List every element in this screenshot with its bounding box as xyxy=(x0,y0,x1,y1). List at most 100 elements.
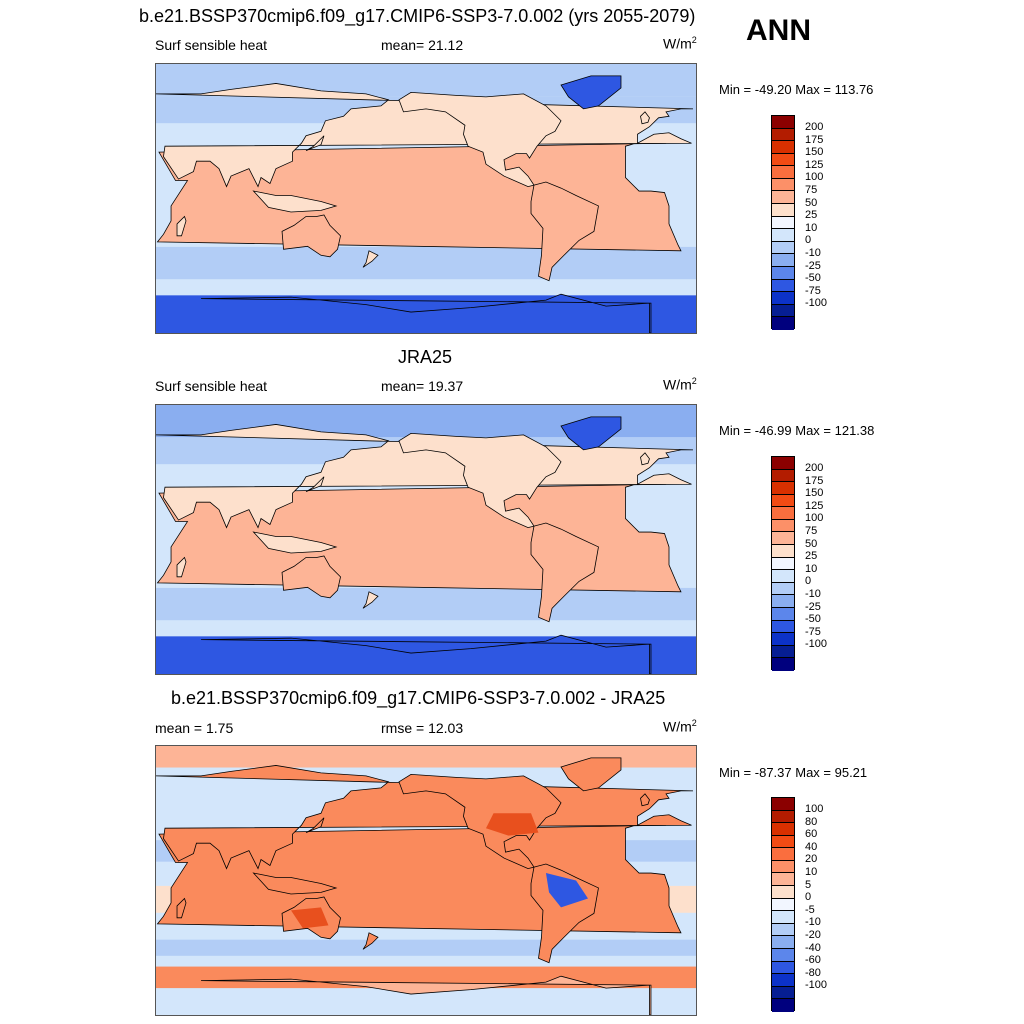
colorbar-tick-label: -100 xyxy=(805,638,828,651)
colorbar-swatch xyxy=(772,848,794,861)
colorbar-swatch xyxy=(772,999,794,1012)
colorbar-swatch xyxy=(772,519,794,533)
season-label: ANN xyxy=(746,14,811,47)
colorbar-swatch xyxy=(772,457,794,470)
uk-landmass xyxy=(640,793,650,807)
colorbar-swatch xyxy=(772,128,794,142)
japan-landmass xyxy=(305,135,325,152)
colorbar-swatch xyxy=(772,633,794,646)
nz-landmass xyxy=(362,250,379,268)
colorbar-swatch xyxy=(772,494,794,508)
uk-landmass xyxy=(640,111,650,125)
southern-ocean-band xyxy=(156,587,696,621)
panel-3-mean-label: mean = 1.75 xyxy=(155,720,234,736)
panel-2-units: W/m2 xyxy=(663,376,697,393)
colorbar-tick-label: 5 xyxy=(805,878,812,891)
greenland-landmass xyxy=(560,757,622,792)
colorbar-tick-label: -5 xyxy=(805,903,815,916)
colorbar-swatch xyxy=(772,911,794,924)
colorbar-swatch xyxy=(772,178,794,192)
colorbar-swatch xyxy=(772,798,794,811)
namerica-landmass xyxy=(398,91,562,188)
colorbar-swatch xyxy=(772,658,794,671)
colorbar-swatch xyxy=(772,582,794,596)
colorbar-swatch xyxy=(772,557,794,571)
panel-3-map xyxy=(155,745,697,1016)
colorbar-tick-label: -25 xyxy=(805,259,821,272)
colorbar-tick-label: -50 xyxy=(805,613,821,626)
colorbar-swatch xyxy=(772,936,794,949)
greenland-landmass xyxy=(560,416,622,451)
colorbar-swatch xyxy=(772,823,794,836)
colorbar-swatch xyxy=(772,153,794,167)
namerica-landmass xyxy=(398,432,562,529)
namerica-landmass xyxy=(398,773,562,870)
colorbar-tick-label: 10 xyxy=(805,866,818,879)
colorbar-swatch xyxy=(772,948,794,962)
colorbar-tick-label: -100 xyxy=(805,297,828,310)
japan-landmass xyxy=(305,476,325,493)
panel-1-variable-label: Surf sensible heat xyxy=(155,37,268,53)
colorbar-tick-label: 10 xyxy=(805,562,818,575)
colorbar-tick-label: 125 xyxy=(805,158,824,171)
colorbar-swatch xyxy=(772,229,794,242)
colorbar-tick-label: 0 xyxy=(805,891,812,904)
colorbar-tick-label: -75 xyxy=(805,284,821,297)
colorbar-tick-label: -40 xyxy=(805,941,821,954)
madagascar-landmass xyxy=(176,556,187,578)
colorbar-tick-label: 60 xyxy=(805,828,818,841)
panel-1-units: W/m2 xyxy=(663,35,697,52)
colorbar-tick-label: 100 xyxy=(805,512,824,525)
panel-2-map xyxy=(155,404,697,675)
panel-1-mean-label: mean= 21.12 xyxy=(381,37,464,53)
colorbar-tick-label: 0 xyxy=(805,234,812,247)
eurasia-landmass xyxy=(156,83,694,188)
colorbar-swatch xyxy=(772,317,794,330)
colorbar-tick-label: 100 xyxy=(805,803,824,816)
colorbar-tick-label: 125 xyxy=(805,499,824,512)
colorbar-tick-label: -25 xyxy=(805,600,821,613)
madagascar-landmass xyxy=(176,897,187,919)
japan-landmass xyxy=(305,817,325,834)
panel-3-minmax: Min = -87.37 Max = 95.21 xyxy=(719,765,868,780)
colorbar-tick-label: -10 xyxy=(805,587,821,600)
colorbar-swatch xyxy=(772,191,794,205)
panel-3-colorbar xyxy=(771,797,795,1012)
panel-3-units: W/m2 xyxy=(663,718,697,735)
samerica-landmass xyxy=(530,863,599,964)
northamerica-anomaly xyxy=(485,813,539,836)
colorbar-tick-label: -50 xyxy=(805,272,821,285)
colorbar-swatch xyxy=(772,254,794,267)
panel-1-minmax: Min = -49.20 Max = 113.76 xyxy=(719,82,874,97)
panel-1-title: b.e21.BSSP370cmip6.f09_g17.CMIP6-SSP3-7.… xyxy=(139,6,696,26)
colorbar-tick-label: -20 xyxy=(805,928,821,941)
panel-1-colorbar xyxy=(771,115,795,330)
colorbar-swatch xyxy=(772,241,794,255)
colorbar-tick-label: -80 xyxy=(805,966,821,979)
colorbar-swatch xyxy=(772,570,794,583)
colorbar-swatch xyxy=(772,141,794,154)
colorbar-swatch xyxy=(772,898,794,912)
madagascar-landmass xyxy=(176,215,187,237)
panel-2-variable-label: Surf sensible heat xyxy=(155,378,268,394)
australia-landmass xyxy=(281,555,341,599)
colorbar-swatch xyxy=(772,532,794,546)
colorbar-swatch xyxy=(772,595,794,608)
samerica-landmass xyxy=(530,522,599,623)
southern-ocean-band xyxy=(156,246,696,280)
colorbar-tick-label: 200 xyxy=(805,462,824,475)
colorbar-swatch xyxy=(772,835,794,849)
colorbar-swatch xyxy=(772,620,794,634)
panel-1-map xyxy=(155,63,697,334)
eurasia-landmass xyxy=(156,424,694,529)
nz-landmass xyxy=(362,932,379,950)
colorbar-tick-label: -100 xyxy=(805,979,828,992)
colorbar-tick-label: 0 xyxy=(805,575,812,588)
colorbar-swatch xyxy=(772,810,794,824)
colorbar-swatch xyxy=(772,645,794,659)
eurasia-landmass xyxy=(156,765,694,870)
colorbar-tick-label: 10 xyxy=(805,221,818,234)
panel-2-minmax: Min = -46.99 Max = 121.38 xyxy=(719,423,875,438)
colorbar-swatch xyxy=(772,974,794,987)
samerica-landmass xyxy=(530,181,599,282)
